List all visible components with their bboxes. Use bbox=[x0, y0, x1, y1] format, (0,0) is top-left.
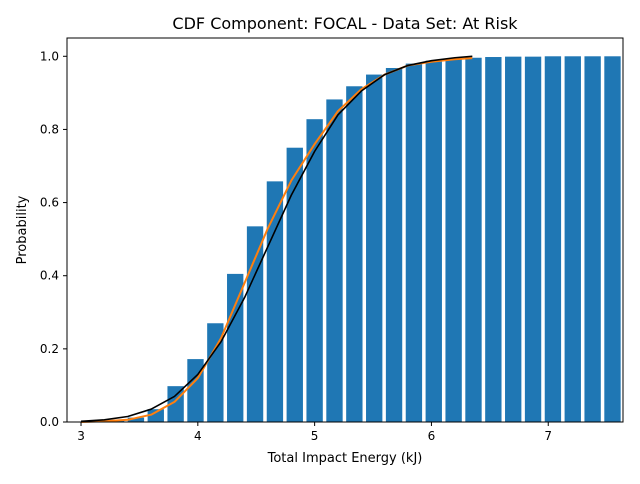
bar bbox=[326, 99, 343, 422]
x-tick-label: 6 bbox=[428, 429, 436, 443]
y-tick-label: 0.8 bbox=[40, 122, 59, 136]
bar bbox=[544, 56, 562, 422]
bar bbox=[366, 74, 383, 422]
y-axis-ticks: 0.0 0.2 0.4 0.6 0.8 1.0 bbox=[40, 49, 67, 429]
bar bbox=[227, 273, 244, 422]
x-tick-label: 5 bbox=[311, 429, 319, 443]
bar bbox=[524, 56, 542, 423]
bar bbox=[465, 57, 482, 422]
bars-group bbox=[88, 56, 621, 423]
bar bbox=[127, 417, 145, 422]
bar bbox=[425, 60, 442, 423]
bar bbox=[306, 119, 323, 422]
bar bbox=[385, 67, 403, 423]
x-tick-label: 3 bbox=[77, 429, 85, 443]
y-tick-label: 0.0 bbox=[40, 415, 59, 429]
x-tick-label: 4 bbox=[194, 429, 202, 443]
bar bbox=[405, 63, 423, 422]
x-axis-label: Total Impact Energy (kJ) bbox=[267, 451, 423, 466]
bar bbox=[286, 147, 303, 422]
chart-title: CDF Component: FOCAL - Data Set: At Risk bbox=[172, 14, 518, 33]
plot-frame bbox=[66, 37, 624, 423]
bar bbox=[246, 226, 264, 422]
bar bbox=[505, 56, 522, 423]
y-axis-label: Probability bbox=[15, 195, 30, 264]
bar bbox=[445, 58, 462, 422]
bar bbox=[147, 409, 164, 422]
y-tick-label: 0.4 bbox=[40, 269, 59, 283]
y-tick-label: 0.6 bbox=[40, 196, 59, 210]
lines-group bbox=[80, 55, 473, 423]
x-axis-ticks: 3 4 5 6 7 bbox=[77, 422, 552, 443]
bar bbox=[564, 56, 581, 422]
bar bbox=[604, 56, 621, 422]
series-line-black bbox=[80, 55, 473, 423]
bar bbox=[485, 57, 502, 423]
y-tick-label: 1.0 bbox=[40, 49, 59, 63]
x-tick-label: 7 bbox=[544, 429, 552, 443]
y-tick-label: 0.2 bbox=[40, 342, 59, 356]
bar bbox=[207, 323, 224, 422]
bar bbox=[584, 56, 601, 422]
bar bbox=[346, 86, 363, 423]
